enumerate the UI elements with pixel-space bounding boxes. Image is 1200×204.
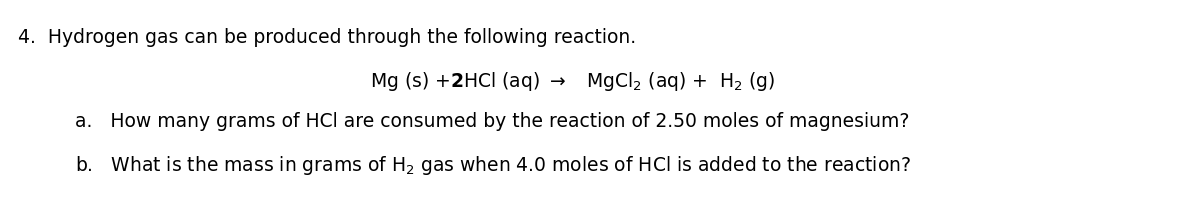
Text: Mg (s) $+\mathbf{2}$HCl (aq) $\rightarrow$   MgCl$_2$ (aq) +  H$_2$ (g): Mg (s) $+\mathbf{2}$HCl (aq) $\rightarro… [370, 70, 775, 93]
Text: a.   How many grams of HCl are consumed by the reaction of 2.50 moles of magnesi: a. How many grams of HCl are consumed by… [74, 112, 910, 131]
Text: 4.  Hydrogen gas can be produced through the following reaction.: 4. Hydrogen gas can be produced through … [18, 28, 636, 47]
Text: b.   What is the mass in grams of H$_2$ gas when 4.0 moles of HCl is added to th: b. What is the mass in grams of H$_2$ ga… [74, 154, 911, 177]
